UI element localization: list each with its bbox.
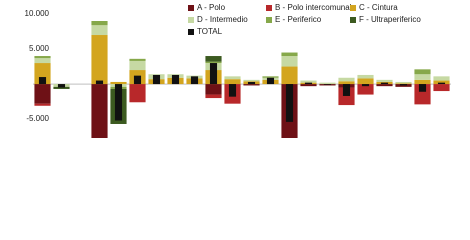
bar-segment [91,84,108,138]
bar-segment [281,66,298,85]
bar-segment [110,81,127,85]
legend-label: D - Intermedio [197,15,248,24]
legend-label: B - Polo intercomunale [275,3,356,12]
bar-segment [129,60,146,71]
total-bar [342,84,351,96]
total-bar [361,84,370,87]
legend-swatch [350,17,356,23]
legend-label: TOTAL [197,27,223,36]
bar-segment [300,80,317,83]
bar-segment [338,81,355,85]
legend-swatch [266,5,272,11]
bar-segment [376,84,393,87]
bar-segment [91,21,108,26]
total-bar [285,84,294,122]
bar-segment [129,58,146,61]
bar-segment [395,81,412,84]
bar-segment [395,83,412,85]
total-bar [114,84,123,121]
bar-segment [205,94,222,99]
legend-swatch [188,5,194,11]
legend-label: F - Ultraperiferico [359,15,421,24]
total-bar [38,77,47,85]
bar-segment [205,84,222,95]
bar-segment [34,63,51,85]
bar-segment [243,79,260,82]
bar-segment [414,69,431,75]
bar-segment [338,87,355,106]
total-bar [95,80,104,85]
bar-segment [205,61,222,64]
bar-segment [357,84,374,95]
bar-segment [34,58,51,64]
legend-label: A - Polo [197,3,226,12]
bar-segment [414,84,431,105]
bar-segment [34,84,51,104]
bar-segment [91,35,108,85]
total-bar [399,84,408,86]
bar-segment [224,76,241,80]
bar-segment [34,103,51,106]
bar-segment [34,56,51,59]
bar-segment [433,84,450,92]
bar-segment [319,82,336,85]
total-bar [209,63,218,85]
y-tick-label: 10.000 [25,9,50,18]
bar-segment [300,84,317,87]
total-bar [152,74,161,85]
total-bar [380,82,389,85]
bar-segment [262,76,279,78]
bar-segment [281,52,298,57]
total-bar [190,76,199,85]
total-bar [304,82,313,85]
y-tick-label: -5.000 [26,114,49,123]
bar-segment [129,84,146,103]
bar-segment [205,56,222,62]
bar-segment [433,80,450,85]
total-bar [418,84,427,92]
total-bar [323,84,332,85]
legend-swatch [188,29,194,35]
total-bar [133,75,142,85]
bar-segment [433,76,450,81]
legend-swatch [350,5,356,11]
bar-segment [414,74,431,80]
total-bar [171,74,180,85]
bar-segment [53,86,70,89]
legend-swatch [188,17,194,23]
bar-segment [338,77,355,82]
bar-segment [414,79,431,85]
bar-segment [91,25,108,36]
total-bar [247,81,256,85]
bar-segment [357,78,374,85]
total-bar [57,84,66,88]
bar-segment [376,79,393,82]
bar-segment [357,74,374,79]
bar-segment [243,84,260,86]
total-bar [266,77,275,85]
y-tick-label: 5.000 [29,44,50,53]
bar-segment [224,79,241,85]
bar-segment [281,56,298,67]
legend-label: E - Periferico [275,15,322,24]
legend-swatch [266,17,272,23]
total-bar [228,84,237,97]
legend-label: C - Cintura [359,3,398,12]
total-bar [437,82,446,85]
bar-segment [319,84,336,86]
